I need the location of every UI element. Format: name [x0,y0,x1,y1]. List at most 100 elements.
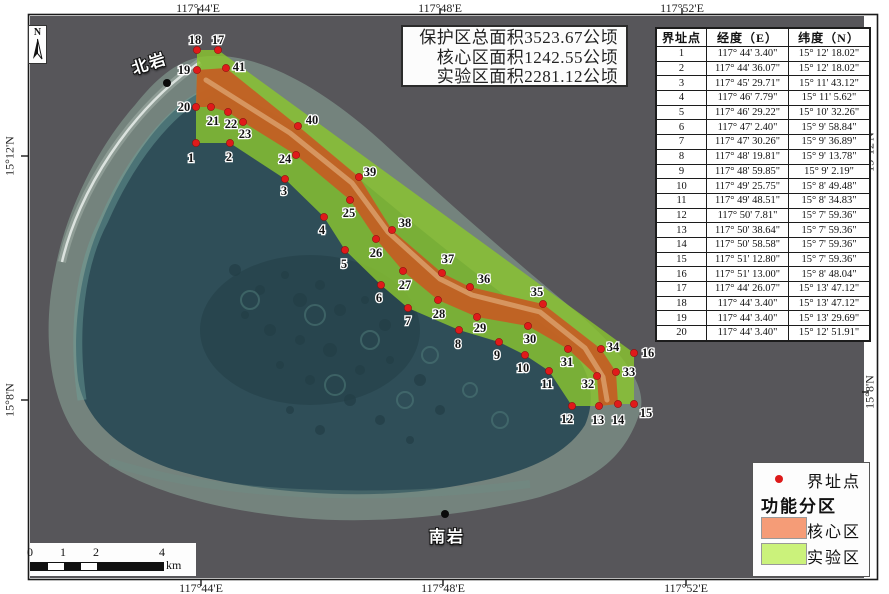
boundary-point-number: 23 [239,127,252,141]
table-cell: 117° 49' 48.51" [706,192,789,209]
legend-core-row: 核心区 [753,515,869,541]
graticule-label: 117°44'E [179,581,223,594]
table-cell: 117° 48' 59.85" [706,163,789,180]
boundary-point [346,196,354,204]
table-cell: 117° 48' 19.81" [706,148,789,165]
table-header-cell: 纬度（N） [788,27,871,47]
table-row: 10 117° 49' 25.75" 15° 8' 49.48" [655,178,871,194]
boundary-point-number: 34 [607,340,620,354]
table-row: 9 117° 48' 59.85" 15° 9' 2.19" [655,163,871,180]
table-cell: 117° 44' 3.40" [706,310,789,327]
boundary-point [593,372,601,380]
boundary-point-number: 28 [433,307,446,321]
reef-crest-line [203,77,610,403]
table-cell: 117° 47' 2.40" [706,119,789,136]
table-row: 8 117° 48' 19.81" 15° 9' 13.78" [655,148,871,165]
boundary-point-number: 20 [178,100,191,114]
scale-tick-label: 4 [159,545,165,559]
scale-tick-label: 1 [60,545,66,559]
boundary-point-number: 22 [225,117,238,131]
boundary-point-number: 31 [561,355,574,369]
table-cell: 11 [655,192,707,209]
experimental-area-line: 实验区面积2281.12公顷 [436,67,618,86]
table-cell: 117° 51' 12.80" [706,251,789,268]
experimental-zone-swatch [761,543,807,565]
table-cell: 15° 13' 47.12" [788,281,871,297]
table-cell: 18 [655,295,707,312]
table-cell: 8 [655,148,707,165]
table-cell: 117° 47' 30.26" [706,134,789,150]
table-cell: 15° 7' 59.36" [788,222,871,238]
boundary-point-number: 41 [233,60,246,74]
boundary-point [292,151,300,159]
boundary-point-number: 40 [306,113,319,127]
boundary-point [193,66,201,74]
graticule-label: 117°52'E [664,581,708,594]
boundary-point-number: 16 [642,346,655,360]
legend: 界址点 功能分区 核心区 实验区 [752,462,870,577]
table-row: 20 117° 44' 3.40" 15° 12' 51.91" [655,325,871,342]
boundary-point-number: 3 [281,184,287,198]
table-cell: 15° 9' 2.19" [788,163,871,180]
table-header-cell: 界址点 [655,27,707,47]
table-cell: 3 [655,75,707,92]
boundary-point-number: 6 [376,291,382,305]
table-cell: 15° 13' 47.12" [788,295,871,312]
boundary-point [320,213,328,221]
area-statistics-box: 保护区总面积3523.67公顷 核心区面积1242.55公顷 实验区面积2281… [401,25,628,87]
boundary-point-number: 36 [478,272,491,286]
boundary-point-number: 13 [592,413,605,427]
table-cell: 117° 44' 3.40" [706,46,789,62]
boundary-point-number: 15 [640,406,653,420]
boundary-point [214,46,222,54]
boundary-point [539,300,547,308]
boundary-point [399,267,407,275]
table-cell: 15° 10' 32.26" [788,104,871,121]
boundary-point-number: 2 [226,150,232,164]
table-cell: 15° 12' 51.91" [788,325,871,342]
table-cell: 13 [655,222,707,238]
table-cell: 12 [655,207,707,224]
table-cell: 16 [655,266,707,282]
boundary-point-number: 25 [343,206,356,220]
boundary-point [207,103,215,111]
rock-dot [441,510,449,518]
scale-tick-label: 2 [93,545,99,559]
table-row: 3 117° 45' 29.71" 15° 11' 43.12" [655,75,871,92]
boundary-point [226,139,234,147]
core-area-line: 核心区面积1242.55公顷 [436,47,618,67]
table-cell: 15° 9' 36.89" [788,134,871,150]
boundary-point [595,402,603,410]
boundary-point-number: 11 [541,377,553,391]
table-cell: 6 [655,119,707,136]
boundary-point-number: 18 [189,33,202,47]
boundary-point-number: 30 [524,332,537,346]
table-cell: 15° 7' 59.36" [788,236,871,253]
table-cell: 20 [655,325,707,342]
table-cell: 117° 50' 58.58" [706,236,789,253]
table-cell: 15° 13' 29.69" [788,310,871,327]
graticule-label: 15°12'N [2,136,17,176]
table-cell: 117° 45' 29.71" [706,75,789,92]
boundary-point-number: 38 [399,216,412,230]
table-cell: 117° 46' 29.22" [706,104,789,121]
table-cell: 15° 7' 59.36" [788,207,871,224]
table-cell: 10 [655,178,707,194]
boundary-point [294,122,302,130]
table-cell: 15° 8' 34.83" [788,192,871,209]
boundary-point [630,400,638,408]
table-cell: 15° 9' 58.84" [788,119,871,136]
lagoon [76,88,591,495]
table-row: 17 117° 44' 26.07" 15° 13' 47.12" [655,281,871,297]
scale-segment [47,563,64,570]
core-zone-polygon [196,68,618,406]
table-cell: 15° 9' 13.78" [788,148,871,165]
boundary-point-number: 29 [474,321,487,335]
table-cell: 117° 44' 3.40" [706,295,789,312]
legend-exp-row: 实验区 [753,541,869,567]
legend-point-label: 界址点 [807,474,862,491]
boundary-point-number: 10 [517,361,530,375]
boundary-point [455,326,463,334]
graticule-label: 15°8'N [862,375,877,409]
